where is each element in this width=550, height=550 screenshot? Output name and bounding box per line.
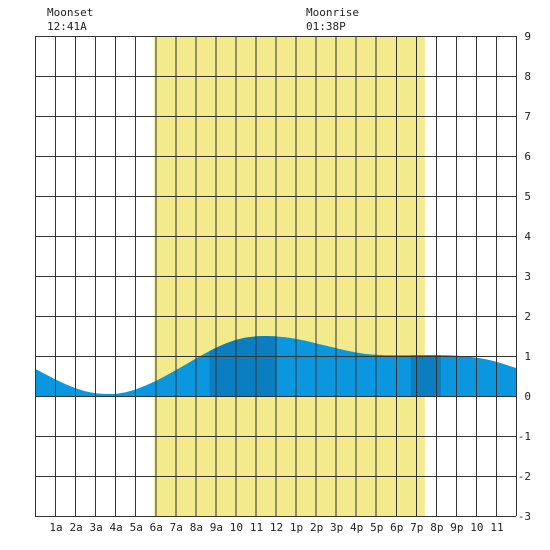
y-tick-label: 6 bbox=[524, 150, 531, 163]
y-tick-label: -1 bbox=[518, 430, 531, 443]
x-tick-label: 6p bbox=[390, 521, 403, 534]
x-tick-label: 3a bbox=[90, 521, 103, 534]
moonset-label: Moonset bbox=[47, 6, 93, 19]
x-tick-label: 5p bbox=[370, 521, 383, 534]
x-tick-label: 4a bbox=[110, 521, 123, 534]
x-tick-label: 8a bbox=[190, 521, 203, 534]
y-tick-label: 3 bbox=[524, 270, 531, 283]
moon-annotations: Moonset 12:41A Moonrise 01:38P bbox=[47, 6, 359, 33]
moonrise-label: Moonrise bbox=[306, 6, 359, 19]
y-tick-label: 0 bbox=[524, 390, 531, 403]
y-tick-label: 8 bbox=[524, 70, 531, 83]
y-tick-label: 2 bbox=[524, 310, 531, 323]
y-tick-label: 4 bbox=[524, 230, 531, 243]
x-tick-label: 9a bbox=[210, 521, 223, 534]
x-tick-label: 7a bbox=[170, 521, 183, 534]
y-tick-label: 1 bbox=[524, 350, 531, 363]
x-tick-label: 2p bbox=[310, 521, 323, 534]
x-tick-label: 4p bbox=[350, 521, 363, 534]
x-tick-label: 2a bbox=[69, 521, 82, 534]
x-tick-label: 9p bbox=[450, 521, 463, 534]
y-tick-label: -3 bbox=[518, 510, 531, 523]
x-tick-label: 1p bbox=[290, 521, 303, 534]
x-tick-label: 1a bbox=[49, 521, 62, 534]
x-tick-label: 10 bbox=[230, 521, 243, 534]
x-tick-label: 12 bbox=[270, 521, 283, 534]
x-tick-label: 8p bbox=[430, 521, 443, 534]
y-tick-label: 5 bbox=[524, 190, 531, 203]
x-tick-label: 6a bbox=[150, 521, 163, 534]
x-tick-label: 5a bbox=[130, 521, 143, 534]
grid-layer bbox=[35, 36, 517, 517]
x-tick-label: 7p bbox=[410, 521, 423, 534]
y-tick-labels: -3 -2 -1 0 1 2 3 4 5 6 7 8 9 bbox=[518, 30, 532, 523]
x-tick-labels: 1a 2a 3a 4a 5a 6a 7a 8a 9a 10 11 12 1p 2p 3p 4p 5p 6p 7p 8p… bbox=[49, 521, 503, 534]
y-tick-label: -2 bbox=[518, 470, 531, 483]
moonset-time: 12:41A bbox=[47, 20, 87, 33]
x-tick-label: 10 bbox=[470, 521, 483, 534]
y-tick-label: 7 bbox=[524, 110, 531, 123]
x-tick-label: 11 bbox=[250, 521, 263, 534]
x-tick-label: 11 bbox=[490, 521, 503, 534]
y-tick-label: 9 bbox=[524, 30, 531, 43]
moonrise-time: 01:38P bbox=[306, 20, 346, 33]
tide-emphasis-band-1 bbox=[209, 336, 276, 396]
tide-emphasis-band-2 bbox=[410, 355, 441, 396]
x-tick-label: 3p bbox=[330, 521, 343, 534]
